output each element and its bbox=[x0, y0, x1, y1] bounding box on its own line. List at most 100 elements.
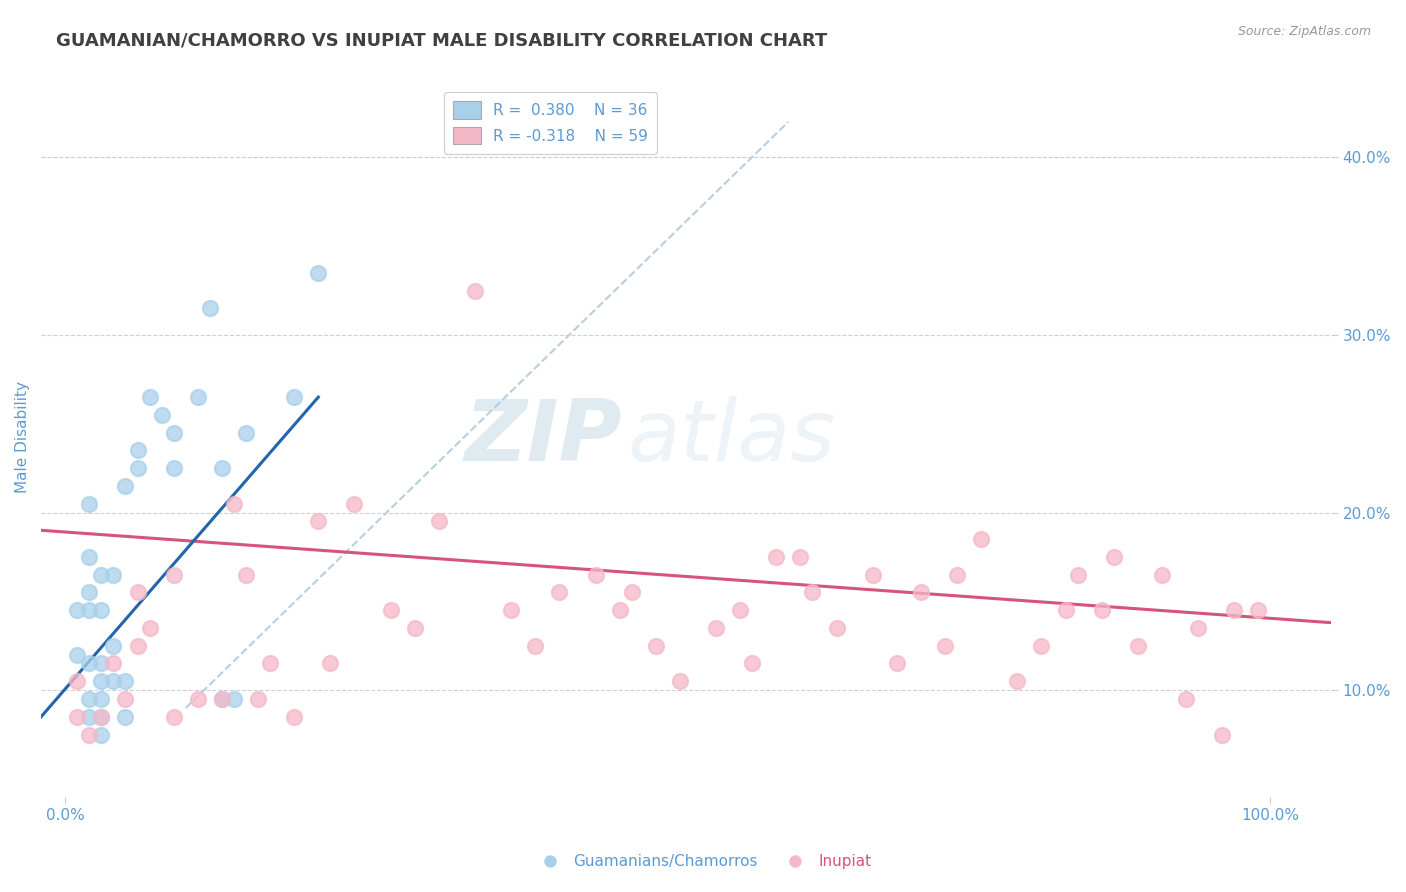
Point bbox=[127, 585, 149, 599]
Point bbox=[114, 692, 136, 706]
Point bbox=[1150, 567, 1173, 582]
Point bbox=[79, 710, 101, 724]
Point bbox=[464, 284, 486, 298]
Point bbox=[66, 603, 89, 617]
Point bbox=[934, 639, 956, 653]
Point bbox=[548, 585, 571, 599]
Point bbox=[90, 603, 112, 617]
Point bbox=[1007, 674, 1029, 689]
Y-axis label: Male Disability: Male Disability bbox=[15, 381, 30, 493]
Point bbox=[198, 301, 221, 316]
Point bbox=[1126, 639, 1149, 653]
Point bbox=[343, 497, 366, 511]
Point bbox=[910, 585, 932, 599]
Point bbox=[728, 603, 751, 617]
Point bbox=[1223, 603, 1246, 617]
Point bbox=[609, 603, 631, 617]
Point bbox=[1187, 621, 1209, 635]
Point bbox=[741, 657, 763, 671]
Legend: R =  0.380    N = 36, R = -0.318    N = 59: R = 0.380 N = 36, R = -0.318 N = 59 bbox=[444, 92, 657, 153]
Point bbox=[163, 710, 186, 724]
Point bbox=[620, 585, 643, 599]
Point bbox=[90, 692, 112, 706]
Point bbox=[283, 710, 305, 724]
Point bbox=[79, 549, 101, 564]
Legend: Guamanians/Chamorros, Inupiat: Guamanians/Chamorros, Inupiat bbox=[529, 848, 877, 875]
Point bbox=[79, 657, 101, 671]
Point bbox=[127, 461, 149, 475]
Point bbox=[1091, 603, 1114, 617]
Point bbox=[259, 657, 281, 671]
Point bbox=[862, 567, 884, 582]
Point bbox=[427, 515, 450, 529]
Point bbox=[114, 674, 136, 689]
Point bbox=[163, 567, 186, 582]
Point bbox=[79, 497, 101, 511]
Point bbox=[66, 710, 89, 724]
Point bbox=[524, 639, 547, 653]
Point bbox=[1102, 549, 1125, 564]
Point bbox=[1211, 727, 1233, 741]
Point bbox=[211, 461, 233, 475]
Point bbox=[211, 692, 233, 706]
Point bbox=[79, 585, 101, 599]
Point bbox=[103, 674, 125, 689]
Point bbox=[669, 674, 692, 689]
Point bbox=[79, 603, 101, 617]
Point bbox=[90, 710, 112, 724]
Point bbox=[789, 549, 811, 564]
Point bbox=[644, 639, 666, 653]
Point bbox=[150, 408, 173, 422]
Point bbox=[103, 657, 125, 671]
Point bbox=[90, 710, 112, 724]
Point bbox=[283, 390, 305, 404]
Point bbox=[90, 567, 112, 582]
Point bbox=[114, 479, 136, 493]
Point bbox=[114, 710, 136, 724]
Point bbox=[1175, 692, 1198, 706]
Point bbox=[66, 674, 89, 689]
Point bbox=[222, 497, 245, 511]
Point bbox=[163, 461, 186, 475]
Point bbox=[765, 549, 787, 564]
Point bbox=[90, 674, 112, 689]
Point bbox=[886, 657, 908, 671]
Point bbox=[501, 603, 523, 617]
Point bbox=[222, 692, 245, 706]
Point bbox=[187, 692, 209, 706]
Point bbox=[704, 621, 727, 635]
Text: ZIP: ZIP bbox=[464, 395, 621, 478]
Point bbox=[235, 425, 257, 440]
Point bbox=[801, 585, 824, 599]
Point bbox=[1066, 567, 1088, 582]
Point bbox=[211, 692, 233, 706]
Point bbox=[127, 639, 149, 653]
Point bbox=[90, 727, 112, 741]
Point bbox=[380, 603, 402, 617]
Text: atlas: atlas bbox=[628, 395, 837, 478]
Point bbox=[247, 692, 270, 706]
Point bbox=[138, 621, 160, 635]
Point bbox=[163, 425, 186, 440]
Point bbox=[79, 692, 101, 706]
Point bbox=[103, 567, 125, 582]
Point bbox=[90, 657, 112, 671]
Point bbox=[103, 639, 125, 653]
Point bbox=[235, 567, 257, 582]
Point bbox=[66, 648, 89, 662]
Point bbox=[79, 727, 101, 741]
Point bbox=[307, 266, 329, 280]
Point bbox=[970, 532, 993, 546]
Text: GUAMANIAN/CHAMORRO VS INUPIAT MALE DISABILITY CORRELATION CHART: GUAMANIAN/CHAMORRO VS INUPIAT MALE DISAB… bbox=[56, 31, 828, 49]
Point bbox=[585, 567, 607, 582]
Point bbox=[404, 621, 426, 635]
Point bbox=[1031, 639, 1053, 653]
Point bbox=[307, 515, 329, 529]
Point bbox=[825, 621, 848, 635]
Point bbox=[1054, 603, 1077, 617]
Point bbox=[127, 443, 149, 458]
Point bbox=[319, 657, 342, 671]
Point bbox=[1247, 603, 1270, 617]
Text: Source: ZipAtlas.com: Source: ZipAtlas.com bbox=[1237, 25, 1371, 38]
Point bbox=[138, 390, 160, 404]
